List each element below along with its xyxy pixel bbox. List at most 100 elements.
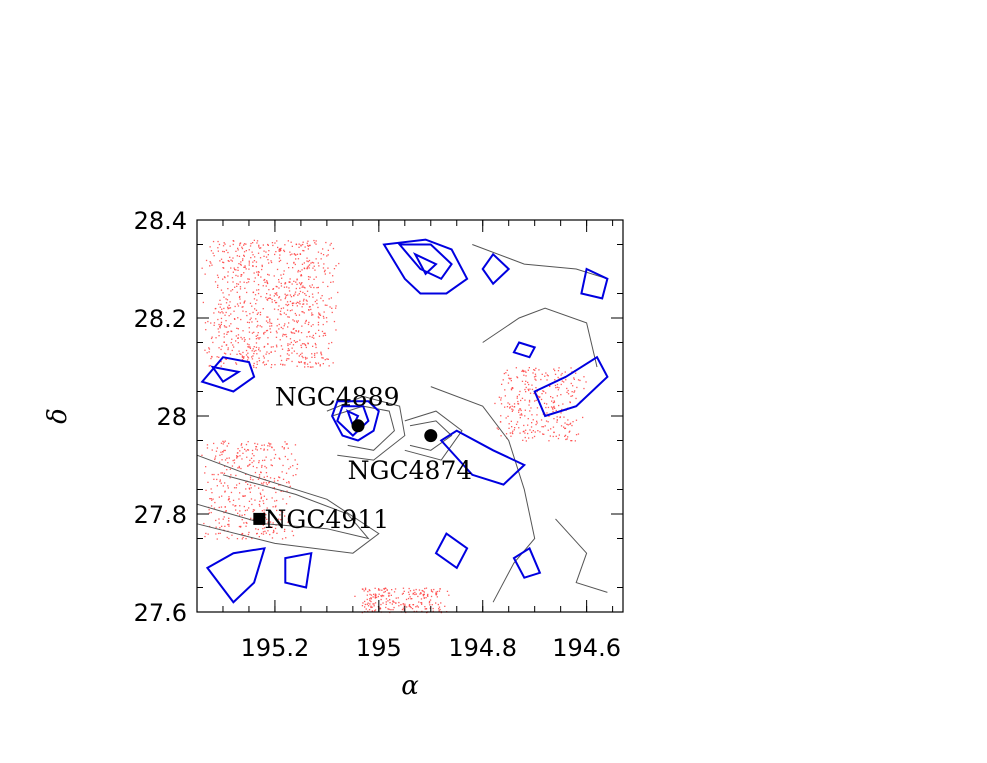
scatter-point [547,429,549,431]
scatter-point [295,341,297,343]
scatter-point [237,455,239,458]
scatter-point [274,500,276,502]
scatter-point [398,601,400,604]
scatter-point [237,269,239,271]
scatter-point [253,260,256,262]
scatter-point [290,331,292,333]
scatter-point [267,316,269,318]
scatter-point [308,267,310,269]
x-tick-label: 194.6 [552,634,621,662]
scatter-point [420,592,422,595]
scatter-point [304,322,306,324]
scatter-point [216,274,219,276]
scatter-point [260,496,263,498]
scatter-point [528,383,530,386]
scatter-point [277,318,279,320]
scatter-point [229,353,232,355]
scatter-point [267,244,269,246]
scatter-point [554,369,556,372]
scatter-point [301,343,304,345]
scatter-point [525,375,527,377]
scatter-point [231,338,233,340]
scatter-point [329,244,331,246]
scatter-point [271,526,273,528]
scatter-point [231,534,233,536]
scatter-point [296,463,299,465]
scatter-point [268,482,270,484]
scatter-point [402,587,405,589]
y-tick-label: 27.8 [134,501,187,529]
scatter-point [306,242,308,244]
scatter-point [306,268,308,270]
scatter-point [214,458,216,461]
scatter-point [289,485,291,487]
scatter-point [408,587,410,590]
scatter-point [307,245,310,247]
scatter-point [253,298,256,300]
scatter-point [335,305,337,307]
scatter-point [279,476,281,479]
scatter-point [535,423,537,426]
black-contour-line [482,307,598,368]
scatter-point [265,532,267,534]
scatter-point [280,285,283,287]
scatter-point [402,592,404,594]
scatter-point [246,291,248,294]
scatter-point [251,356,253,358]
scatter-point [227,499,230,501]
scatter-point [563,426,565,428]
scatter-point [256,334,259,336]
scatter-point [279,259,282,262]
scatter-point [249,459,251,461]
scatter-point [283,249,285,251]
scatter-point [329,272,331,274]
scatter-point [266,351,268,353]
scatter-point [251,321,253,323]
galaxy-label-ngc4911: NGC4911 [265,505,390,534]
scatter-point [207,320,209,323]
scatter-point [223,441,225,443]
scatter-point [279,254,281,256]
scatter-point [369,598,371,600]
scatter-point [251,449,254,452]
scatter-point [510,380,512,382]
scatter-point [289,300,292,303]
scatter-point [278,287,280,289]
scatter-point [276,332,278,334]
scatter-point [223,336,225,338]
scatter-point [532,419,534,421]
scatter-point [573,378,575,380]
scatter-point [239,288,242,290]
scatter-point [255,349,257,352]
scatter-point [263,476,265,478]
scatter-point [258,244,260,246]
scatter-point [208,509,210,511]
scatter-point [244,495,246,497]
scatter-point [534,431,536,433]
scatter-point [583,376,585,378]
scatter-point [288,482,290,484]
scatter-point [322,248,324,250]
scatter-point [272,522,274,524]
scatter-point [330,297,332,299]
scatter-point [308,278,310,280]
scatter-point [284,441,286,443]
scatter-point [280,307,282,310]
scatter-point [241,443,243,445]
scatter-point [566,387,568,390]
scatter-point [274,292,276,295]
scatter-point [303,286,305,288]
scatter-point [231,289,234,291]
scatter-point [496,427,498,429]
scatter-point [315,240,317,242]
scatter-point [282,478,285,480]
scatter-point [528,399,531,402]
scatter-point [317,316,319,318]
scatter-point [529,388,531,390]
scatter-point [298,355,300,357]
x-tick-label: 194.8 [448,634,517,662]
scatter-point [567,393,570,395]
scatter-point [557,370,560,372]
scatter-point [291,283,293,285]
scatter-point [265,256,268,258]
